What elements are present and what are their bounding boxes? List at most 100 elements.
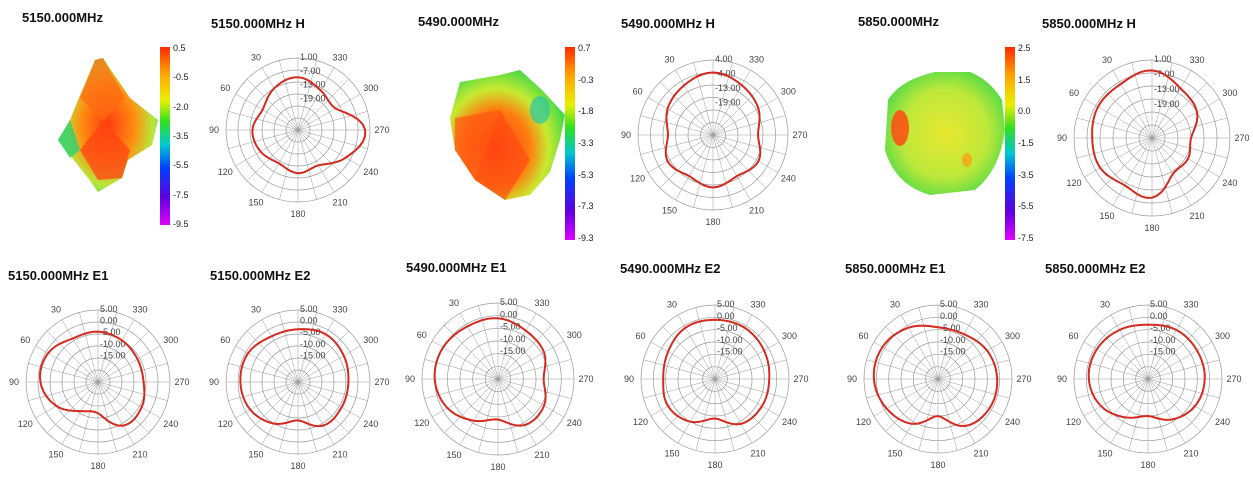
grid-spoke [497, 325, 552, 380]
angle-tick-label: 300 [1222, 88, 1237, 98]
angle-tick-label: 210 [534, 450, 549, 460]
angle-tick-label: 30 [1102, 55, 1112, 65]
angle-tick-label: 60 [1069, 331, 1079, 341]
grid-spoke [1128, 378, 1149, 451]
grid-spoke [650, 378, 716, 417]
radial-tick-label: -10.00 [940, 335, 966, 345]
grid-spoke [497, 305, 518, 380]
angle-tick-label: 180 [930, 460, 945, 470]
polar-plot: 3060901201501802102402703003305.000.00-5… [209, 304, 390, 471]
angle-tick-label: 30 [667, 300, 677, 310]
polar-chart-5150-h: 5150.000MHz H 30 60 90 120 150 180 210 240 270 30… [200, 0, 400, 240]
colorbar-tick-label: -5.5 [173, 160, 189, 171]
grid-spoke [675, 69, 714, 136]
radial-tick-label: -15.00 [1150, 347, 1176, 357]
grid-spoke [866, 359, 939, 380]
grid-spoke [297, 381, 368, 401]
angle-tick-label: 30 [664, 55, 674, 65]
chart-title: 5490.000MHz E2 [620, 261, 721, 276]
grid-spoke [424, 378, 499, 399]
angle-tick-label: 300 [363, 335, 378, 345]
chart-title: 5490.000MHz H [621, 16, 715, 31]
grid-spoke [279, 381, 299, 452]
radial-tick-label: 5.00 [100, 304, 118, 314]
radial-tick-label: -13.00 [715, 83, 741, 93]
radial-tick-label: -5.00 [940, 323, 961, 333]
angle-tick-label: 240 [1005, 417, 1020, 427]
grid-spoke [297, 129, 335, 193]
grid-spoke [297, 381, 317, 452]
grid-spoke [1112, 70, 1153, 139]
polar-plot: 3060901201501802102402703003305.000.00-5… [405, 297, 594, 472]
angle-tick-label: 180 [90, 461, 105, 471]
grid-spoke [235, 129, 299, 167]
angle-tick-label: 210 [973, 448, 988, 458]
grid-spoke [1147, 378, 1201, 432]
colorbar-tick-label: -7.5 [1018, 233, 1034, 243]
grid-spoke [46, 381, 99, 434]
grid-spoke [297, 381, 335, 445]
radial-tick-label: -5.00 [300, 327, 321, 337]
chart-title: 5850.000MHz E2 [1045, 261, 1146, 276]
angle-tick-label: 180 [705, 217, 720, 227]
angle-tick-label: 210 [1183, 448, 1198, 458]
angle-tick-label: 90 [9, 377, 19, 387]
grid-spoke [714, 378, 768, 432]
chart-title: 5850.000MHz [858, 14, 939, 29]
angle-tick-label: 270 [1234, 133, 1249, 143]
grid-spoke [1110, 314, 1149, 380]
pattern-curve [433, 317, 547, 427]
angle-tick-label: 330 [132, 304, 147, 314]
angle-tick-label: 90 [1057, 133, 1067, 143]
grid-spoke [1151, 82, 1208, 139]
angle-tick-label: 240 [363, 167, 378, 177]
colorbar [565, 47, 575, 240]
grid-spoke [712, 62, 733, 136]
radial-tick-label: -19.00 [715, 97, 741, 107]
grid-spoke [1095, 378, 1149, 432]
grid-spoke [246, 129, 299, 182]
grid-spoke [937, 359, 1010, 380]
grid-spoke [1076, 117, 1153, 139]
angle-tick-label: 150 [662, 205, 677, 215]
grid-spoke [937, 326, 991, 380]
angle-tick-label: 330 [534, 298, 549, 308]
grid-spoke [1151, 137, 1192, 206]
colorbar-tick-label: -1.8 [578, 106, 594, 117]
grid-spoke [97, 312, 117, 383]
grid-spoke [228, 129, 299, 149]
pattern-curve [239, 328, 350, 428]
polar-chart-5850-e1: 5850.000MHz E1 30 60 90 120 150 180 210 240 270 3… [840, 253, 1040, 485]
radial-tick-label: 5.00 [1150, 299, 1168, 309]
angle-tick-label: 300 [1005, 331, 1020, 341]
grid-spoke [297, 345, 361, 383]
grid-spoke [937, 378, 991, 432]
polar-chart-5150-e1: 5150.000MHz E1 30 60 90 120 150 180 210 240 270 3… [0, 255, 200, 485]
radial-tick-label: -5.00 [100, 327, 121, 337]
grid-spoke [497, 313, 537, 380]
angle-tick-label: 150 [248, 198, 263, 208]
pattern-curve [664, 71, 762, 189]
grid-spoke [97, 330, 150, 383]
grid-spoke [647, 97, 714, 136]
angle-tick-label: 210 [750, 448, 765, 458]
angle-tick-label: 180 [1144, 223, 1159, 233]
grid-spoke [235, 381, 299, 419]
grid-spoke [712, 134, 751, 201]
grid-spoke [61, 319, 99, 383]
grid-spoke [918, 307, 939, 380]
pattern-curve [1087, 323, 1206, 421]
colorbar-ticks: 0.7 -0.3 -1.8 -3.3 -5.3 -7.3 -9.3 [578, 43, 606, 243]
grid-spoke [261, 67, 299, 131]
angle-tick-label: 270 [793, 374, 808, 384]
radial-tick-label: 5.00 [717, 299, 735, 309]
angle-tick-label: 30 [251, 304, 261, 314]
polar-chart-5850-h: 5850.000MHz H 30 60 90 120 150 180 210 240 270 30… [1030, 0, 1250, 245]
grid-spoke [662, 378, 716, 432]
radial-tick-label: -15.00 [500, 346, 526, 356]
grid-spoke [97, 381, 135, 445]
grid-spoke [235, 93, 299, 131]
chart-title: 5150.000MHz H [211, 16, 305, 31]
grid-spoke [28, 381, 99, 401]
radial-tick-label: 0.00 [940, 311, 958, 321]
